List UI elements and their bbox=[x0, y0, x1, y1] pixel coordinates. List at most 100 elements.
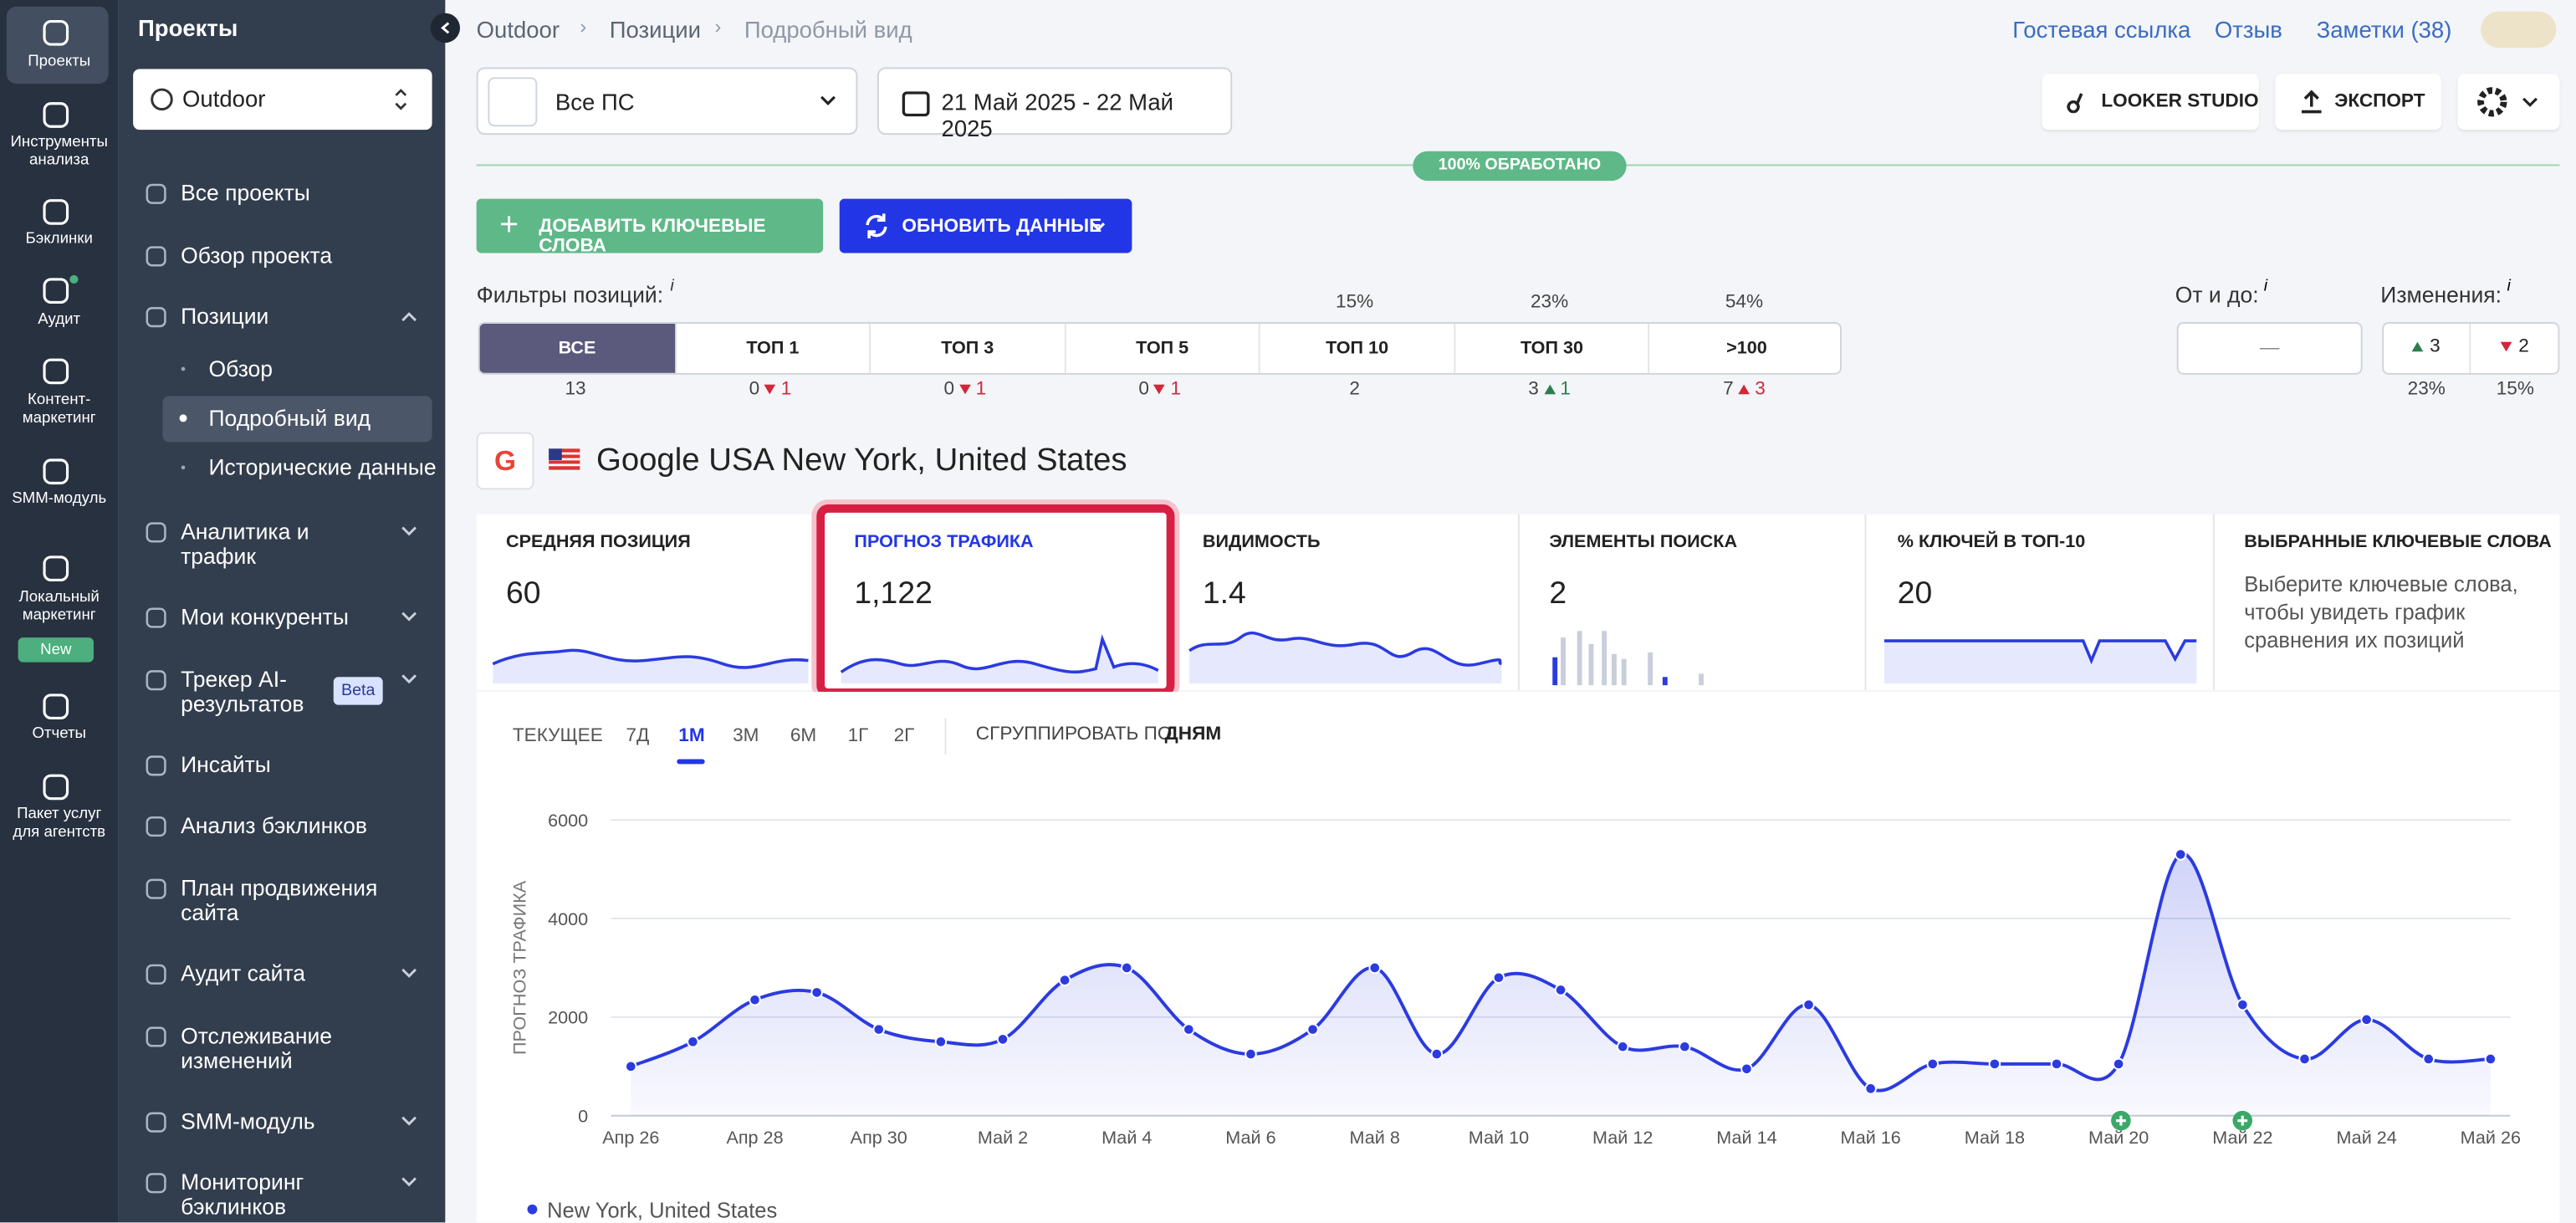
engine-select[interactable]: Все ПС bbox=[476, 67, 858, 136]
collapse-button[interactable] bbox=[430, 13, 461, 43]
sidebar-label[interactable]: Бэклинки bbox=[25, 230, 93, 248]
icon-shape bbox=[43, 199, 69, 225]
sidebar-label[interactable]: Инструменты анализа bbox=[10, 133, 108, 170]
button-icon bbox=[2301, 90, 2322, 114]
change-arrow bbox=[1543, 384, 1556, 395]
export-button[interactable]: ЭКСПОРТ bbox=[2275, 74, 2441, 130]
date-picker[interactable]: 21 Май 2025 - 22 Май 2025 bbox=[877, 67, 1233, 141]
x-tick-label: Май 6 bbox=[1225, 1127, 1275, 1148]
icon-shape bbox=[146, 607, 166, 628]
filter-tab[interactable]: ТОП 10 bbox=[1259, 323, 1454, 373]
x-tick-label: Апр 26 bbox=[602, 1127, 659, 1148]
filter-tab-label: ТОП 10 bbox=[1326, 338, 1389, 359]
chevron bbox=[401, 526, 417, 536]
add-keywords-button[interactable]: + ДОБАВИТЬ КЛЮЧЕВЫЕ СЛОВА bbox=[476, 198, 824, 256]
button-label: ОБНОВИТЬ ДАННЫЕ bbox=[902, 217, 1102, 237]
period-divider bbox=[944, 718, 947, 755]
expand-chevron bbox=[401, 612, 417, 622]
filter-tab[interactable]: ТОП 30 bbox=[1454, 323, 1648, 373]
filter-tab[interactable]: ТОП 1 bbox=[674, 323, 869, 373]
sidebar-label[interactable]: Аудит bbox=[38, 310, 81, 329]
nav-item[interactable]: Трекер AI-результатов bbox=[181, 667, 304, 717]
metric-label[interactable]: ВЫБРАННЫЕ КЛЮЧЕВЫЕ СЛОВА bbox=[2244, 532, 2552, 553]
metric-label[interactable]: ПРОГНОЗ ТРАФИКА bbox=[854, 532, 1034, 553]
metric-label[interactable]: СРЕДНЯЯ ПОЗИЦИЯ bbox=[506, 532, 691, 553]
period-tab[interactable]: ТЕКУЩЕЕ bbox=[512, 726, 603, 746]
looker-button[interactable]: LOOKER STUDIO bbox=[2042, 74, 2259, 130]
nav-item[interactable]: Мои конкуренты bbox=[181, 604, 349, 630]
nav-item[interactable]: Все проекты bbox=[181, 181, 310, 206]
filter-tab[interactable]: ТОП 3 bbox=[869, 323, 1064, 373]
filter-tab[interactable]: >100 bbox=[1648, 323, 1840, 373]
period-tab[interactable]: 2Г bbox=[893, 726, 915, 746]
breadcrumb[interactable]: Позиции bbox=[609, 16, 701, 43]
group-by-value[interactable]: ДНЯМ bbox=[1164, 724, 1222, 745]
settings-button[interactable] bbox=[2457, 74, 2560, 130]
nav-subitem[interactable]: Подробный вид bbox=[208, 406, 371, 431]
nav-item[interactable]: Аудит сайта bbox=[181, 961, 306, 986]
filter-tab[interactable]: ТОП 5 bbox=[1064, 323, 1259, 373]
nav-item[interactable]: Обзор проекта bbox=[181, 243, 333, 269]
updown-icon bbox=[395, 89, 407, 110]
nav-subitem[interactable]: Исторические данные bbox=[208, 455, 437, 480]
nav-subitem[interactable]: Обзор bbox=[208, 356, 273, 381]
change-value[interactable]: 3 bbox=[2430, 336, 2441, 357]
header-link[interactable]: Заметки (38) bbox=[2316, 16, 2452, 43]
triangle bbox=[2500, 341, 2512, 352]
filter-change: 1 bbox=[975, 379, 987, 400]
filter-change: 1 bbox=[1560, 379, 1571, 400]
point bbox=[2298, 1052, 2311, 1066]
metric-value: 20 bbox=[1897, 576, 1933, 612]
icon-shape bbox=[902, 91, 930, 117]
sidebar-label[interactable]: SMM-модуль bbox=[12, 489, 107, 508]
filter-tab-label: >100 bbox=[1726, 338, 1767, 359]
filter-tab-label: ТОП 1 bbox=[746, 338, 800, 359]
point bbox=[1554, 984, 1567, 996]
sidebar-label[interactable]: Отчеты bbox=[32, 724, 86, 743]
period-tab[interactable]: 6М bbox=[790, 726, 817, 746]
sidebar-icon bbox=[43, 199, 69, 225]
sidebar-label[interactable]: Пакет услуг для агентств bbox=[13, 805, 106, 842]
nav-item[interactable]: План продвижения сайта bbox=[181, 875, 378, 925]
period-tab[interactable]: 1М bbox=[678, 726, 705, 746]
speed-menu[interactable] bbox=[2481, 11, 2557, 48]
nav-item[interactable]: Позиции bbox=[181, 304, 269, 329]
nav-item[interactable]: SMM-модуль bbox=[181, 1108, 315, 1134]
header-link[interactable]: Гостевая ссылка bbox=[2012, 16, 2191, 43]
nav-item[interactable]: Аналитика и трафик bbox=[181, 519, 309, 569]
project-name: Outdoor bbox=[182, 85, 266, 112]
nav-item[interactable]: Анализ бэклинков bbox=[181, 813, 367, 838]
point bbox=[1368, 961, 1381, 975]
sidebar-label[interactable]: Проекты bbox=[28, 52, 91, 71]
change-value[interactable]: 2 bbox=[2518, 336, 2529, 357]
chevron-left bbox=[441, 22, 450, 34]
sidebar-label[interactable]: Контент-маркетинг bbox=[22, 391, 96, 427]
nav-icon bbox=[146, 1026, 166, 1047]
sidebar-label[interactable]: Локальный маркетинг bbox=[18, 588, 100, 625]
metric-label[interactable]: ВИДИМОСТЬ bbox=[1202, 532, 1321, 553]
icon-shape bbox=[146, 1026, 166, 1047]
nav-item[interactable]: Отслеживание изменений bbox=[181, 1023, 333, 1073]
sparkline-area bbox=[1884, 641, 2197, 684]
range-input[interactable]: — bbox=[2176, 322, 2363, 375]
project-select[interactable]: Outdoor bbox=[133, 69, 432, 130]
filter-tab-label: ТОП 5 bbox=[1136, 338, 1189, 359]
period-tab[interactable]: 1Г bbox=[847, 726, 869, 746]
header-link[interactable]: Отзыв bbox=[2214, 16, 2282, 43]
metric-label[interactable]: % КЛЮЧЕЙ В ТОП-10 bbox=[1897, 532, 2086, 553]
sparkbar bbox=[1699, 673, 1704, 686]
icon-shape bbox=[146, 878, 166, 899]
filter-tab[interactable]: ВСЕ bbox=[479, 323, 675, 373]
nav-item[interactable]: Мониторинг бэклинков bbox=[181, 1169, 304, 1220]
period-tab[interactable]: 3М bbox=[733, 726, 759, 746]
nav-item[interactable]: Инсайты bbox=[181, 752, 271, 778]
breadcrumb[interactable]: Outdoor bbox=[476, 16, 560, 43]
refresh-button[interactable]: ОБНОВИТЬ ДАННЫЕ bbox=[839, 198, 1132, 253]
legend-label: New York, United States bbox=[547, 1200, 777, 1223]
period-tab[interactable]: 7Д bbox=[626, 726, 650, 746]
point bbox=[1183, 1023, 1195, 1036]
metric-label[interactable]: ЭЛЕМЕНТЫ ПОИСКА bbox=[1549, 532, 1738, 553]
chevron bbox=[401, 1116, 417, 1126]
